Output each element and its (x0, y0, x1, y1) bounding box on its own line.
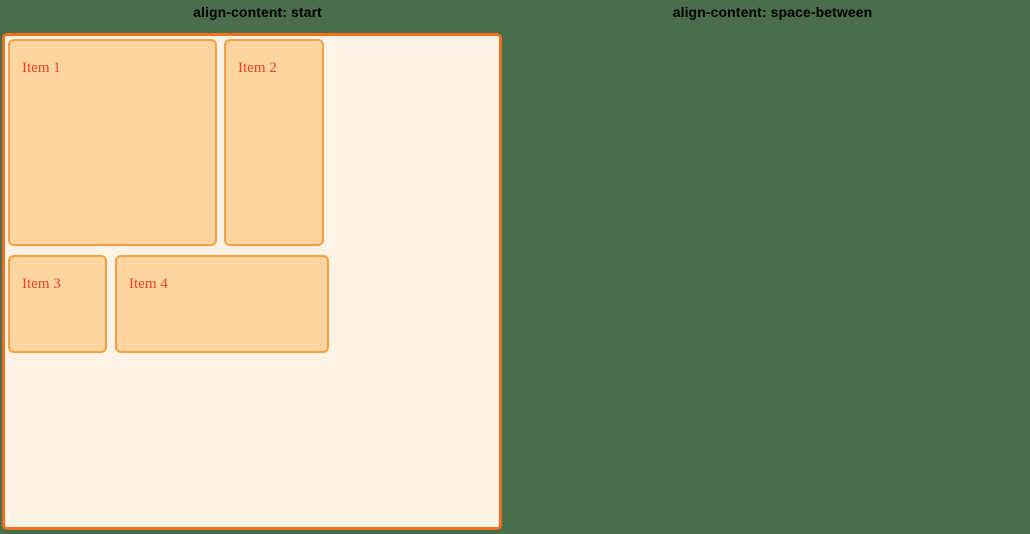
item-box-4: Item 4 (115, 255, 329, 353)
item-label-2: Item 2 (238, 60, 277, 76)
item-label-3: Item 3 (22, 276, 61, 292)
item-box-3: Item 3 (8, 255, 107, 353)
item-box-2: Item 2 (224, 39, 324, 246)
panel-title-start: align-content: start (193, 4, 322, 20)
flex-container-start: Item 1 Item 2 Item 3 Item 4 (2, 33, 502, 530)
item-label-4: Item 4 (129, 276, 168, 292)
panel-title-space-between: align-content: space-between (672, 4, 873, 20)
panel-align-content-space-between: align-content: space-between Item 1 Item… (515, 0, 1030, 534)
item-box-1: Item 1 (8, 39, 217, 246)
item-label-1: Item 1 (22, 60, 61, 76)
panel-align-content-start: align-content: start Item 1 Item 2 Item … (2, 4, 502, 530)
